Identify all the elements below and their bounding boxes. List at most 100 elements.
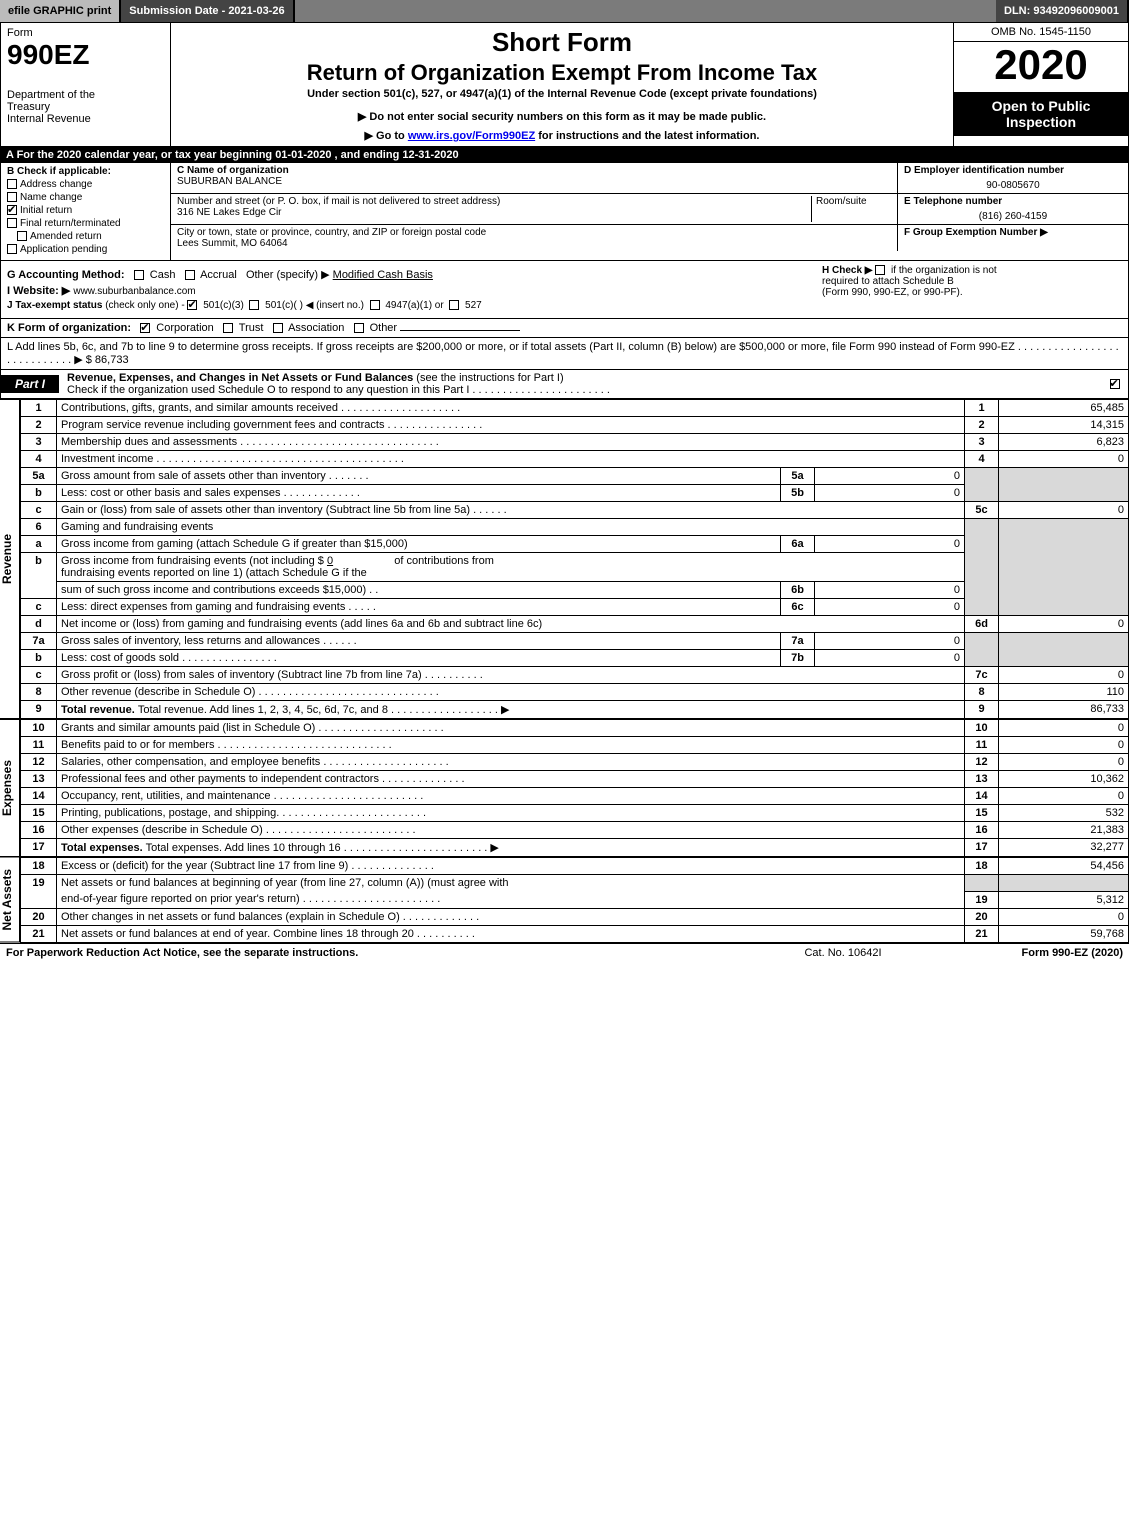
form-header: Form 990EZ Department of the Treasury In… bbox=[0, 22, 1129, 147]
columns-c-to-f: C Name of organization SUBURBAN BALANCE … bbox=[171, 163, 1128, 260]
c20: 20 bbox=[965, 908, 999, 925]
shade19 bbox=[965, 875, 999, 892]
chk-501c[interactable] bbox=[249, 300, 259, 310]
chk-initial[interactable] bbox=[7, 205, 17, 215]
lbl-name: Name change bbox=[20, 192, 82, 203]
tax-year: 2020 bbox=[954, 42, 1128, 92]
revenue-table: 1Contributions, gifts, grants, and simil… bbox=[20, 399, 1129, 719]
n20: 20 bbox=[21, 908, 57, 925]
t5c: Gain or (loss) from sale of assets other… bbox=[57, 502, 965, 519]
n13: 13 bbox=[21, 771, 57, 788]
c16: 16 bbox=[965, 822, 999, 839]
c12: 12 bbox=[965, 754, 999, 771]
form-word: Form bbox=[7, 27, 164, 39]
part-i-check: Check if the organization used Schedule … bbox=[67, 384, 610, 396]
org-name: SUBURBAN BALANCE bbox=[177, 176, 891, 187]
l-line: L Add lines 5b, 6c, and 7b to line 9 to … bbox=[0, 338, 1129, 370]
t6c: Less: direct expenses from gaming and fu… bbox=[57, 599, 781, 616]
t21: Net assets or fund balances at end of ye… bbox=[57, 925, 965, 942]
bv5a: 0 bbox=[815, 468, 965, 485]
v3: 6,823 bbox=[999, 434, 1129, 451]
t18: Excess or (deficit) for the year (Subtra… bbox=[57, 858, 965, 875]
c13: 13 bbox=[965, 771, 999, 788]
efile-print-button[interactable]: efile GRAPHIC print bbox=[0, 0, 121, 22]
irs-link[interactable]: www.irs.gov/Form990EZ bbox=[408, 130, 535, 142]
t6: Gaming and fundraising events bbox=[57, 519, 965, 536]
chk-trust[interactable] bbox=[223, 323, 233, 333]
chk-assoc[interactable] bbox=[273, 323, 283, 333]
n14: 14 bbox=[21, 788, 57, 805]
c4: 4 bbox=[965, 451, 999, 468]
chk-accrual[interactable] bbox=[185, 270, 195, 280]
t17txt: Total expenses. Add lines 10 through 16 … bbox=[146, 842, 499, 854]
n7b: b bbox=[21, 650, 57, 667]
n4: 4 bbox=[21, 451, 57, 468]
chk-other-org[interactable] bbox=[354, 323, 364, 333]
netassets-block: Net Assets 18Excess or (deficit) for the… bbox=[0, 857, 1129, 943]
c10: 10 bbox=[965, 720, 999, 737]
v16: 21,383 bbox=[999, 822, 1129, 839]
lbl-501c3: 501(c)(3) bbox=[203, 300, 244, 311]
column-b: B Check if applicable: Address change Na… bbox=[1, 163, 171, 260]
chk-527[interactable] bbox=[449, 300, 459, 310]
b-title: B Check if applicable: bbox=[7, 166, 164, 177]
lbl-527: 527 bbox=[465, 300, 482, 311]
n21: 21 bbox=[21, 925, 57, 942]
t5b: Less: cost or other basis and sales expe… bbox=[57, 485, 781, 502]
c5c: 5c bbox=[965, 502, 999, 519]
form-number: 990EZ bbox=[7, 39, 164, 71]
v18: 54,456 bbox=[999, 858, 1129, 875]
c19: 19 bbox=[965, 891, 999, 908]
short-form-title: Short Form bbox=[179, 27, 945, 58]
lbl-pending: Application pending bbox=[20, 244, 107, 255]
form-id-cell: Form 990EZ Department of the Treasury In… bbox=[1, 23, 171, 146]
chk-address[interactable] bbox=[7, 179, 17, 189]
lbl-cash: Cash bbox=[150, 269, 176, 281]
b6c: 6c bbox=[781, 599, 815, 616]
v5c: 0 bbox=[999, 502, 1129, 519]
dept-line1: Department of the bbox=[7, 89, 164, 101]
calendar-year-row: A For the 2020 calendar year, or tax yea… bbox=[0, 147, 1129, 163]
i-line: I Website: ▶ www.suburbanbalance.com bbox=[7, 284, 822, 297]
long-title: Return of Organization Exempt From Incom… bbox=[179, 60, 945, 86]
chk-final[interactable] bbox=[7, 218, 17, 228]
chk-h[interactable] bbox=[875, 265, 885, 275]
chk-name[interactable] bbox=[7, 192, 17, 202]
chk-corp[interactable] bbox=[140, 323, 150, 333]
t6b-top: Gross income from fundraising events (no… bbox=[57, 553, 965, 582]
chk-cash[interactable] bbox=[134, 270, 144, 280]
n6b: b bbox=[21, 553, 57, 599]
shade5v bbox=[999, 468, 1129, 502]
t5a: Gross amount from sale of assets other t… bbox=[57, 468, 781, 485]
under-section: Under section 501(c), 527, or 4947(a)(1)… bbox=[179, 88, 945, 100]
t8: Other revenue (describe in Schedule O) .… bbox=[57, 684, 965, 701]
room-lbl: Room/suite bbox=[811, 196, 891, 222]
n10: 10 bbox=[21, 720, 57, 737]
part-i-title-text: Revenue, Expenses, and Changes in Net As… bbox=[67, 372, 416, 384]
v19: 5,312 bbox=[999, 891, 1129, 908]
netassets-side-label: Net Assets bbox=[0, 857, 20, 943]
v17: 32,277 bbox=[999, 839, 1129, 857]
t7b: Less: cost of goods sold . . . . . . . .… bbox=[57, 650, 781, 667]
chk-501c3[interactable] bbox=[187, 300, 197, 310]
lbl-amended: Amended return bbox=[30, 231, 102, 242]
t6d: Net income or (loss) from gaming and fun… bbox=[57, 616, 965, 633]
n12: 12 bbox=[21, 754, 57, 771]
phone-val: (816) 260-4159 bbox=[904, 211, 1122, 222]
chk-pending[interactable] bbox=[7, 244, 17, 254]
n15: 15 bbox=[21, 805, 57, 822]
k-line: K Form of organization: Corporation Trus… bbox=[0, 319, 1129, 338]
lbl-other-org: Other bbox=[370, 322, 398, 334]
chk-amended[interactable] bbox=[17, 231, 27, 241]
t6b2: of contributions from bbox=[394, 555, 494, 567]
bv7a: 0 bbox=[815, 633, 965, 650]
n3: 3 bbox=[21, 434, 57, 451]
chk-4947[interactable] bbox=[370, 300, 380, 310]
city-lbl: City or town, state or province, country… bbox=[177, 227, 891, 238]
chk-part-i[interactable] bbox=[1110, 379, 1120, 389]
footer: For Paperwork Reduction Act Notice, see … bbox=[0, 943, 1129, 962]
street-lbl: Number and street (or P. O. box, if mail… bbox=[177, 196, 811, 207]
goto-line: ▶ Go to www.irs.gov/Form990EZ for instru… bbox=[179, 129, 945, 142]
n6c: c bbox=[21, 599, 57, 616]
j-sub: (check only one) - bbox=[105, 300, 184, 311]
